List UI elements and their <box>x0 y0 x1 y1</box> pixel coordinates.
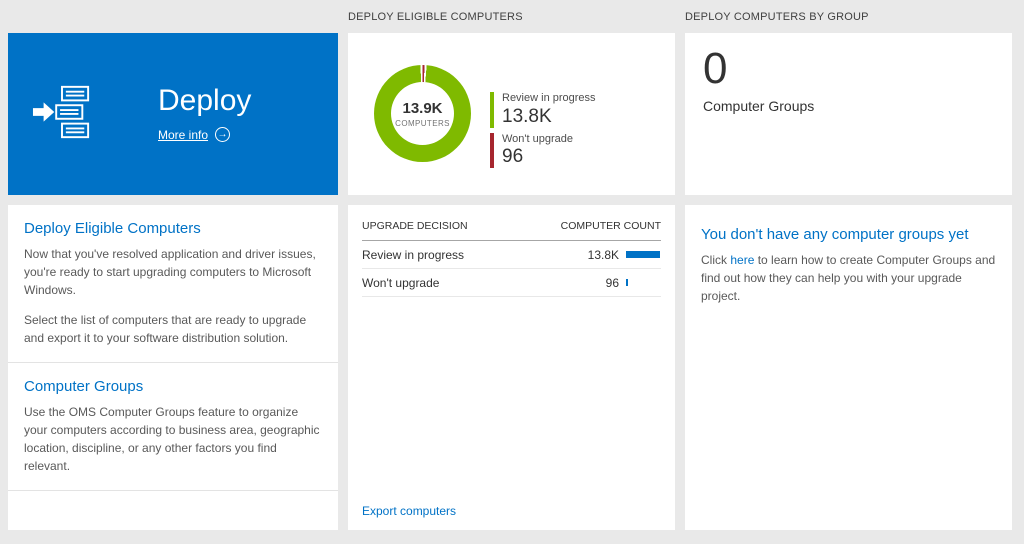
deploy-tile-text: Deploy More info → <box>158 84 251 144</box>
computer-groups-tile[interactable]: 0 Computer Groups <box>685 33 1012 195</box>
row-bar-cell <box>619 251 661 258</box>
section-divider <box>8 490 338 491</box>
deploy-title: Deploy <box>158 84 252 118</box>
column-header-upgrade-decision: UPGRADE DECISION <box>362 220 468 232</box>
legend-value: 96 <box>502 146 524 168</box>
column-middle: DEPLOY ELIGIBLE COMPUTERS 13.9K COMPUTER… <box>348 0 675 530</box>
donut-center-value: 13.9K <box>402 99 443 117</box>
computer-groups-label: Computer Groups <box>703 98 815 114</box>
table-header: UPGRADE DECISION COMPUTER COUNT <box>362 211 661 241</box>
deploy-icon <box>32 84 92 145</box>
computers-by-group-header: DEPLOY COMPUTERS BY GROUP <box>685 10 869 23</box>
no-groups-paragraph: Click here to learn how to create Comput… <box>701 251 996 305</box>
donut-chart[interactable]: 13.9K COMPUTERS <box>374 65 471 162</box>
column-left: Deploy More info → Deploy Eligible Compu… <box>8 0 338 530</box>
donut-center: 13.9K COMPUTERS <box>391 82 454 145</box>
donut-legend: Review in progress 13.8K Won't upgrade 9… <box>490 92 596 173</box>
table-row[interactable]: Won't upgrade 96 <box>362 269 661 297</box>
arrow-right-circle-icon: → <box>215 127 231 143</box>
deploy-info-panel: Deploy Eligible Computers Now that you'v… <box>8 205 338 530</box>
deploy-tile[interactable]: Deploy More info → <box>8 33 338 195</box>
deploy-eligible-paragraph-1: Now that you've resolved application and… <box>24 247 316 297</box>
upgrade-decision-panel: UPGRADE DECISION COMPUTER COUNT Review i… <box>348 205 675 530</box>
table-row[interactable]: Review in progress 13.8K <box>362 241 661 269</box>
legend-label: Won't upgrade <box>502 132 574 145</box>
deploy-eligible-paragraph-2: Select the list of computers that are re… <box>24 313 307 345</box>
computer-groups-count: 0 <box>703 44 728 93</box>
column-right: DEPLOY COMPUTERS BY GROUP 0 Computer Gro… <box>685 0 1012 530</box>
legend-item[interactable]: Review in progress 13.8K <box>490 92 596 128</box>
column-header-computer-count: COMPUTER COUNT <box>560 220 661 232</box>
deploy-dashboard: Deploy More info → Deploy Eligible Compu… <box>8 0 1024 530</box>
eligible-computers-header: DEPLOY ELIGIBLE COMPUTERS <box>348 10 523 23</box>
left-column-header <box>8 0 338 33</box>
count-bar <box>626 251 660 258</box>
legend-value: 13.8K <box>502 105 552 127</box>
deploy-eligible-heading: Deploy Eligible Computers <box>24 220 201 237</box>
computer-groups-heading: Computer Groups <box>24 378 144 395</box>
more-info-label: More info <box>158 127 209 142</box>
export-computers-link[interactable]: Export computers <box>362 504 457 518</box>
legend-label: Review in progress <box>502 92 596 104</box>
no-groups-heading: You don't have any computer groups yet <box>701 226 969 243</box>
no-groups-text-before: Click <box>701 253 731 267</box>
row-label: Won't upgrade <box>362 275 440 290</box>
row-value: 13.8K <box>587 247 619 262</box>
eligible-computers-tile[interactable]: 13.9K COMPUTERS Review in progress 13.8K… <box>348 33 675 195</box>
no-groups-panel: You don't have any computer groups yet C… <box>685 205 1012 530</box>
more-info-link[interactable]: More info → <box>158 127 231 143</box>
row-bar-cell <box>619 279 661 286</box>
section-divider <box>8 362 338 363</box>
row-label: Review in progress <box>362 247 465 262</box>
no-groups-text-after: to learn how to create Computer Groups a… <box>701 253 996 303</box>
legend-item[interactable]: Won't upgrade 96 <box>490 132 596 169</box>
count-bar <box>626 279 628 286</box>
donut-center-label: COMPUTERS <box>395 118 450 128</box>
row-value: 96 <box>605 275 619 290</box>
computer-groups-paragraph: Use the OMS Computer Groups feature to o… <box>24 405 320 473</box>
here-link[interactable]: here <box>730 253 755 267</box>
